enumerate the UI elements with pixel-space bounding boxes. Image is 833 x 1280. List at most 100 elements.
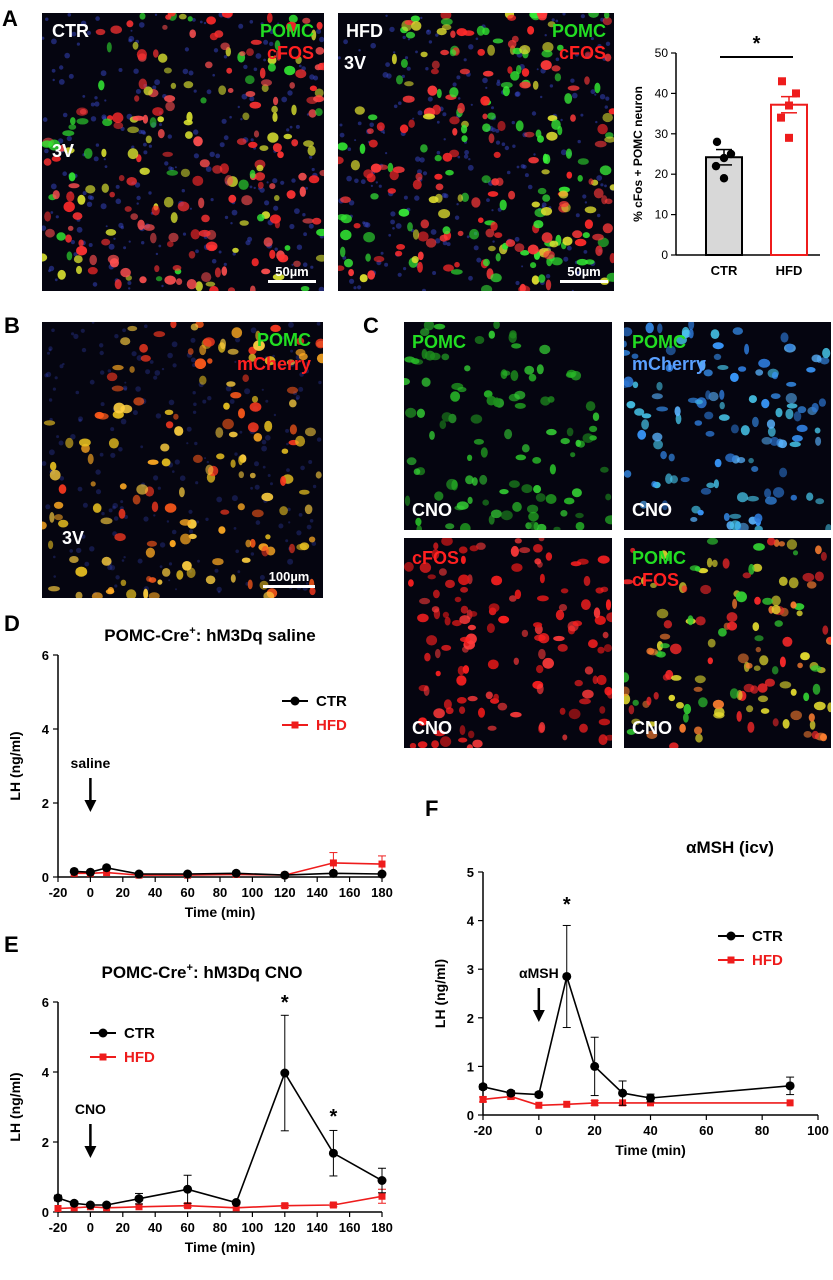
cell bbox=[537, 187, 547, 195]
nucleus-dot bbox=[294, 208, 300, 215]
cell bbox=[168, 232, 179, 243]
nucleus-dot bbox=[64, 541, 68, 545]
nucleus-dot bbox=[255, 520, 261, 525]
cell bbox=[486, 623, 495, 634]
nucleus-dot bbox=[124, 381, 127, 384]
micrograph-channel-cfos: cFOS bbox=[266, 43, 314, 63]
nucleus-dot bbox=[250, 138, 254, 142]
cell bbox=[132, 41, 139, 50]
cell bbox=[631, 718, 641, 725]
cell bbox=[594, 82, 601, 94]
cell bbox=[653, 692, 659, 700]
cell bbox=[440, 736, 452, 747]
x-axis-label: Time (min) bbox=[185, 1239, 256, 1255]
cell bbox=[145, 135, 152, 144]
cell bbox=[52, 190, 60, 200]
cell bbox=[253, 340, 265, 351]
nucleus-dot bbox=[249, 185, 253, 189]
nucleus-dot bbox=[123, 387, 128, 391]
micrograph-channel-pomc: POMC bbox=[260, 21, 314, 41]
cell bbox=[712, 342, 724, 350]
cell bbox=[458, 574, 470, 586]
nucleus-dot bbox=[544, 34, 547, 37]
cell bbox=[289, 543, 295, 554]
nucleus-dot bbox=[181, 189, 185, 193]
nucleus-dot bbox=[155, 252, 159, 256]
cell bbox=[415, 517, 422, 526]
cell bbox=[407, 222, 413, 232]
nucleus-dot bbox=[167, 134, 172, 139]
nucleus-dot bbox=[442, 240, 448, 246]
cell bbox=[487, 191, 499, 197]
cell bbox=[439, 420, 447, 430]
micrograph-group-label: HFD bbox=[346, 21, 383, 41]
cell bbox=[43, 420, 56, 426]
cell bbox=[606, 612, 612, 623]
cell bbox=[402, 95, 415, 103]
cell bbox=[521, 68, 530, 77]
nucleus-dot bbox=[420, 16, 423, 20]
nucleus-dot bbox=[70, 434, 76, 440]
nucleus-dot bbox=[192, 391, 196, 395]
data-point bbox=[102, 863, 112, 873]
cell bbox=[519, 547, 531, 554]
cell bbox=[238, 179, 249, 190]
nucleus-dot bbox=[175, 588, 177, 591]
cell bbox=[68, 124, 77, 130]
nucleus-dot bbox=[99, 343, 104, 348]
y-tick-label: 0 bbox=[467, 1108, 474, 1123]
nucleus-dot bbox=[42, 36, 45, 40]
nucleus-dot bbox=[491, 209, 494, 212]
cell bbox=[199, 159, 210, 168]
cell bbox=[42, 521, 47, 530]
cell bbox=[593, 607, 601, 619]
cell bbox=[126, 177, 137, 186]
cell bbox=[139, 13, 146, 20]
nucleus-dot bbox=[575, 213, 580, 218]
cell bbox=[205, 464, 214, 475]
nucleus-dot bbox=[59, 476, 65, 481]
y-tick-label: 10 bbox=[655, 208, 669, 222]
nucleus-dot bbox=[108, 243, 115, 250]
cell bbox=[554, 73, 562, 82]
nucleus-dot bbox=[76, 42, 80, 46]
cell bbox=[186, 279, 197, 290]
cell bbox=[409, 742, 417, 748]
data-point bbox=[232, 1204, 240, 1212]
cell bbox=[114, 279, 122, 290]
cell bbox=[419, 562, 432, 573]
cell bbox=[596, 674, 607, 686]
nucleus-dot bbox=[443, 138, 446, 141]
cell bbox=[242, 374, 249, 382]
cell bbox=[157, 116, 164, 123]
cell bbox=[746, 705, 754, 713]
nucleus-dot bbox=[435, 33, 439, 37]
cell bbox=[536, 683, 544, 695]
cell bbox=[786, 403, 798, 409]
nucleus-dot bbox=[358, 49, 361, 52]
nucleus-dot bbox=[560, 118, 563, 122]
nucleus-dot bbox=[422, 288, 426, 291]
cell bbox=[729, 688, 739, 699]
cell bbox=[463, 30, 475, 36]
nucleus-dot bbox=[103, 158, 106, 161]
x-tick-label: 80 bbox=[213, 1220, 227, 1235]
nucleus-dot bbox=[153, 475, 159, 481]
nucleus-dot bbox=[45, 17, 49, 21]
cell bbox=[443, 699, 452, 710]
cell bbox=[363, 232, 375, 243]
nucleus-dot bbox=[514, 91, 520, 97]
nucleus-dot bbox=[70, 240, 75, 245]
data-point bbox=[53, 1193, 63, 1203]
cell bbox=[762, 597, 773, 605]
cell bbox=[300, 286, 310, 291]
nucleus-dot bbox=[597, 44, 602, 49]
cell bbox=[540, 207, 553, 216]
cell bbox=[267, 13, 273, 23]
cell bbox=[286, 386, 299, 394]
cell bbox=[482, 113, 488, 120]
cell bbox=[609, 253, 614, 264]
nucleus-dot bbox=[113, 516, 119, 521]
cell bbox=[570, 114, 576, 122]
